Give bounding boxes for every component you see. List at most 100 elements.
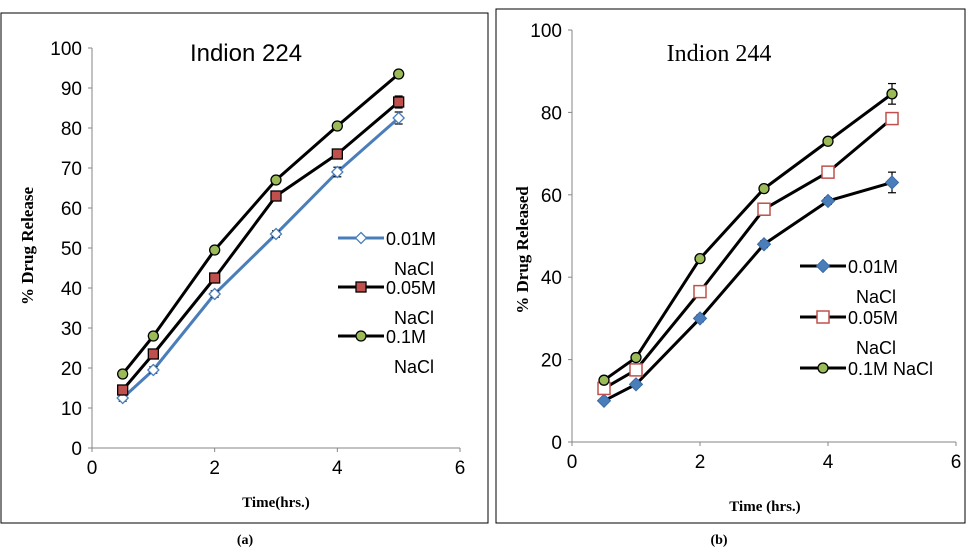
data-point	[117, 384, 129, 396]
data-point	[757, 202, 771, 216]
x-tick-label: 6	[455, 458, 466, 479]
x-tick-label: 4	[332, 458, 343, 479]
series-3	[117, 68, 405, 380]
panel-b-xlabel: Time (hrs.)	[729, 499, 800, 515]
y-tick-label: 40	[61, 279, 82, 300]
y-tick-label: 80	[61, 119, 82, 140]
data-point	[270, 190, 282, 202]
legend-label: 0.01M	[386, 229, 436, 249]
y-tick-label: 70	[61, 159, 82, 180]
data-point	[208, 287, 222, 301]
data-point	[596, 393, 612, 409]
y-tick-label: 40	[541, 268, 562, 289]
y-tick-label: 80	[541, 103, 562, 124]
data-point	[331, 120, 343, 132]
y-tick-label: 100	[530, 21, 562, 42]
legend-entry: 0.1M NaCl	[800, 359, 933, 379]
series-line	[603, 180, 893, 403]
data-point	[598, 374, 610, 386]
series-3	[598, 82, 898, 386]
legend-label: NaCl	[856, 287, 896, 307]
legend-marker	[817, 362, 829, 374]
data-point	[629, 363, 643, 377]
x-tick-label: 0	[567, 452, 578, 473]
data-point	[117, 368, 129, 380]
y-tick-label: 20	[541, 351, 562, 372]
data-point	[147, 330, 159, 342]
legend-marker	[815, 258, 831, 274]
data-point	[147, 348, 159, 360]
y-tick-label: 0	[71, 439, 82, 460]
data-point	[758, 182, 770, 195]
data-point	[146, 363, 160, 377]
legend-label: NaCl	[394, 259, 434, 279]
legend-entry: 0.05M NaCl	[338, 278, 436, 328]
y-tick-label: 60	[61, 199, 82, 220]
data-point	[628, 377, 644, 392]
legend-marker	[355, 330, 367, 342]
panel-a-series	[116, 68, 406, 405]
series-line	[603, 92, 893, 382]
data-point	[694, 253, 706, 265]
legend-label: 0.05M	[848, 308, 898, 328]
x-tick-label: 2	[695, 452, 706, 473]
y-tick-label: 50	[61, 239, 82, 260]
legend-label: 0.1M NaCl	[848, 359, 933, 379]
x-tick-label: 2	[209, 458, 220, 479]
legend-label: NaCl	[856, 338, 896, 358]
panel-b-title: Indion 244	[667, 41, 772, 67]
legend-label: 0.05M	[386, 278, 436, 298]
panel-b-series	[596, 82, 900, 409]
x-tick-label: 4	[823, 452, 834, 473]
series-1	[116, 111, 406, 405]
legend-marker	[354, 231, 368, 245]
y-tick-label: 30	[61, 319, 82, 340]
y-tick-label: 0	[551, 433, 562, 454]
y-tick-label: 20	[61, 359, 82, 380]
panel-b-caption: (b)	[710, 533, 727, 548]
series-line	[121, 100, 400, 391]
data-point	[885, 111, 899, 126]
legend-entry: 0.01M NaCl	[800, 257, 898, 307]
panel-a-ylabel: % Drug Release	[18, 187, 37, 305]
data-point	[270, 174, 282, 186]
legend-entry: 0.05M NaCl	[800, 308, 898, 358]
panel-a-caption: (a)	[237, 533, 254, 548]
panel-a-title: Indion 224	[190, 40, 302, 67]
data-point	[209, 272, 221, 284]
legend-label: NaCl	[394, 308, 434, 328]
data-point	[822, 135, 834, 147]
y-tick-label: 10	[61, 399, 82, 420]
y-tick-label: 90	[61, 79, 82, 100]
series-2	[597, 111, 899, 396]
data-point	[820, 193, 836, 209]
data-point	[756, 237, 772, 252]
data-point	[392, 111, 406, 125]
data-point	[693, 284, 707, 299]
data-point	[330, 165, 344, 179]
panel-a-xlabel: Time(hrs.)	[242, 495, 310, 511]
data-point	[331, 148, 343, 160]
panel-a: Indion 224 0 10 20 30 40 50 60 70 80 90 100 0 2 4 6 0.…	[0, 12, 489, 548]
x-tick-label: 6	[951, 452, 962, 473]
legend-label: NaCl	[394, 357, 434, 377]
y-tick-label: 100	[50, 39, 82, 60]
data-point	[209, 244, 221, 256]
panel-b-ylabel: % Drug Released	[513, 186, 532, 314]
x-tick-label: 0	[87, 458, 98, 479]
series-1	[596, 171, 900, 409]
legend-marker	[816, 310, 830, 324]
data-point	[393, 68, 405, 80]
data-point	[692, 311, 708, 326]
legend-label: 0.01M	[848, 257, 898, 277]
legend-marker	[355, 281, 367, 293]
data-point	[393, 96, 405, 108]
legend-entry: 0.1M NaCl	[338, 327, 434, 377]
data-point	[886, 88, 898, 100]
panel-a-frame	[0, 12, 489, 524]
y-tick-label: 60	[541, 186, 562, 207]
